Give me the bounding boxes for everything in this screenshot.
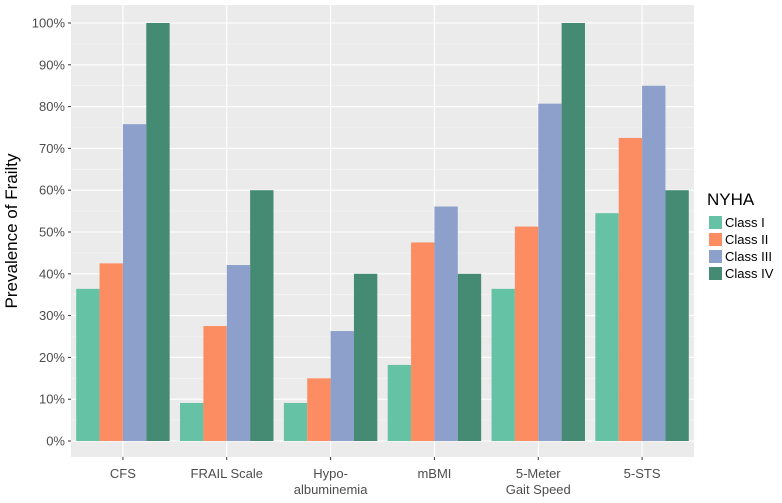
bar-class-ii-5 <box>618 137 643 441</box>
y-tick-label: 10% <box>39 392 65 407</box>
legend-key <box>709 233 722 246</box>
bar-class-iii-2 <box>330 331 354 441</box>
bar-class-iii-5 <box>642 85 666 441</box>
y-tick-label: 0% <box>46 434 65 449</box>
legend-key <box>709 267 722 280</box>
bar-class-i-0 <box>76 288 100 441</box>
x-axis: CFS FRAIL Scale Hypo-albuminemia mBMI 5-Mete… <box>110 457 661 497</box>
y-tick-label: 100% <box>32 16 66 31</box>
legend: NYHA Class I Class II Class III Class IV <box>707 190 774 281</box>
bars <box>76 23 689 441</box>
bar-class-iii-0 <box>122 124 147 441</box>
bar-class-iv-4 <box>561 23 585 441</box>
bar-class-i-3 <box>387 364 412 441</box>
y-tick-label: 30% <box>39 308 65 323</box>
bar-class-i-2 <box>283 402 308 441</box>
x-tick-label: CFS <box>110 466 136 481</box>
y-tick-label: 70% <box>39 141 65 156</box>
legend-label: Class III <box>725 249 772 264</box>
bar-class-ii-2 <box>307 378 331 441</box>
legend-label: Class IV <box>725 266 774 281</box>
x-tick-label: 5-Meter <box>516 466 561 481</box>
y-tick-label: 90% <box>39 57 65 72</box>
bar-class-i-5 <box>595 213 619 441</box>
x-tick-label: albuminemia <box>294 482 368 497</box>
bar-class-iv-0 <box>146 23 170 441</box>
legend-key <box>709 216 722 229</box>
bar-class-iv-2 <box>353 273 378 441</box>
bar-class-ii-1 <box>203 326 227 441</box>
legend-key <box>709 250 722 263</box>
plot-panel <box>71 5 694 457</box>
x-tick-label: 5-STS <box>624 466 661 481</box>
y-tick-label: 80% <box>39 99 65 114</box>
x-tick-label: FRAIL Scale <box>191 466 264 481</box>
legend-label: Class II <box>725 232 768 247</box>
x-tick-label: mBMI <box>417 466 451 481</box>
bar-class-iii-3 <box>434 206 458 441</box>
bar-class-iv-1 <box>250 190 274 441</box>
y-axis-title: Prevalence of Frailty <box>2 153 21 308</box>
y-tick-label: 60% <box>39 183 65 198</box>
y-tick-label: 20% <box>39 350 65 365</box>
bar-class-ii-0 <box>99 263 123 441</box>
legend-label: Class I <box>725 215 765 230</box>
bar-class-iv-3 <box>457 273 482 441</box>
x-tick-label: Gait Speed <box>506 482 571 497</box>
bar-class-iii-4 <box>538 103 562 441</box>
bar-class-i-1 <box>180 402 204 441</box>
x-tick-label: Hypo- <box>313 466 348 481</box>
y-tick-label: 40% <box>39 266 65 281</box>
legend-title: NYHA <box>707 190 755 209</box>
bar-class-i-4 <box>491 288 515 441</box>
y-axis: 0% 10% 20% 30% 40% 50% 60% 70% 80% 90% 100% <box>32 16 71 449</box>
bar-class-ii-4 <box>514 226 539 441</box>
bar-class-iv-5 <box>665 190 689 441</box>
y-tick-label: 50% <box>39 225 65 240</box>
bar-class-ii-3 <box>411 242 435 441</box>
bar-class-iii-1 <box>226 265 251 441</box>
